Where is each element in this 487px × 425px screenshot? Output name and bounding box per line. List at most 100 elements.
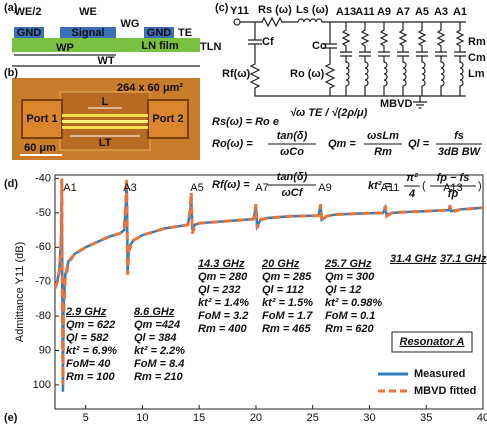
x-tick-label: 10: [136, 412, 148, 424]
dim-label: WP: [56, 42, 74, 54]
legend-label: Measured: [414, 368, 465, 380]
branch-label: A7: [396, 6, 410, 18]
equation: Rs(ω) = Ro e: [212, 116, 279, 128]
circuit-label: MBVD: [380, 98, 412, 110]
annotation-text: Ql = 12: [325, 284, 361, 296]
terminal: [234, 19, 240, 25]
y-axis-title: Admittance Y11 (dB): [14, 242, 26, 342]
branch-label: A11: [355, 6, 375, 18]
equation: tan(δ): [277, 171, 308, 183]
resonance-label: A9: [318, 182, 331, 194]
annotation-text: Ql = 232: [198, 284, 241, 296]
branch-label: A1: [453, 6, 467, 18]
panel-label: (d): [4, 178, 18, 190]
mbvd-branch: [397, 22, 409, 96]
equation: ): [478, 180, 482, 192]
x-tick-label: 20: [250, 412, 262, 424]
annotation-text: FoM = 0.1: [325, 310, 375, 322]
y-tick-label: -60: [35, 241, 51, 253]
static-branch: [323, 22, 337, 96]
annotation-text: FoM = 8.4: [134, 358, 184, 370]
y-tick-label: -40: [35, 172, 51, 184]
box-label: Resonator A: [400, 336, 465, 348]
branch-label: A13: [336, 6, 356, 18]
port-label: Port 1: [26, 113, 57, 125]
annotation-text: FoM= 40: [66, 358, 111, 370]
x-tick-label: 25: [307, 412, 319, 424]
resonance-label: A5: [190, 182, 203, 194]
annotation-text: Rm = 210: [134, 371, 183, 383]
y-tick-label: 90: [39, 344, 51, 356]
mbvd-branch: [416, 22, 428, 96]
annotation-frequency: 2.9 GHz: [65, 306, 107, 318]
annotation-text: Ql = 384: [134, 332, 177, 344]
equation: 3dB BW: [438, 146, 482, 158]
equation: ωCf: [282, 187, 304, 199]
equation: Rf(ω) =: [212, 179, 250, 191]
y-tick-label: -70: [35, 276, 51, 288]
figure: (a) (b) (c) (d) (e) WE/2 WE WG GND Signa…: [0, 0, 487, 425]
circuit-label: Ls (ω): [296, 4, 329, 16]
feed-branch: [248, 22, 466, 96]
y-tick-label: -50: [35, 207, 51, 219]
dim-label: WG: [121, 18, 140, 30]
annotation-text: Rm = 620: [325, 323, 374, 335]
equation: Rm: [374, 146, 392, 158]
annotation-text: Ql = 112: [262, 284, 304, 296]
circuit: [234, 18, 466, 108]
dim-label: WE: [79, 6, 97, 18]
y-tick-label: -80: [35, 310, 51, 322]
circuit-label: Co: [312, 40, 327, 52]
x-tick-label: 40: [477, 412, 487, 424]
annotation-frequency: 31.4 GHz: [390, 253, 437, 265]
mbvd-branch: [359, 22, 371, 96]
legend-label: MBVD fitted: [414, 385, 476, 397]
circuit-label: Y11: [230, 5, 249, 17]
electrode-label: Signal: [71, 27, 104, 39]
resonance-label: A7: [255, 182, 268, 194]
annotation-frequency: 37.1 GHz: [440, 253, 487, 265]
electrode-finger: [62, 120, 148, 123]
dim-label: TE: [178, 27, 192, 39]
circuit-label: Rm: [468, 36, 486, 48]
y-tick-label: 100: [33, 379, 51, 391]
annotation-text: Rm = 465: [262, 323, 311, 335]
branch-label: A3: [434, 6, 448, 18]
annotation-text: Qm =424: [134, 319, 180, 331]
dim-label: LT: [99, 137, 112, 149]
annotation-text: Qm = 280: [198, 271, 248, 283]
mbvd-branch: [378, 22, 390, 96]
annotation-text: Rm = 400: [198, 323, 247, 335]
annotation-text: FoM = 1.7: [262, 310, 313, 322]
resonance-label: A11: [381, 182, 400, 194]
electrode-label: GND: [17, 27, 42, 39]
panel-label: (e): [4, 412, 18, 424]
annotation-text: kt² = 1.4%: [198, 297, 249, 309]
equation: fs: [454, 130, 464, 142]
equation: 4: [408, 188, 415, 200]
equation-exponent: √ω TE / √(2ρ/μ): [290, 107, 368, 119]
annotation-text: Qm = 622: [66, 319, 115, 331]
mbvd-branch: [454, 22, 466, 96]
circuit-label: Cm: [468, 52, 486, 64]
x-tick-label: 35: [420, 412, 432, 424]
circuit-label: Rf(ω): [222, 68, 251, 80]
annotation-frequency: 14.3 GHz: [198, 258, 245, 270]
equation: π²: [406, 172, 418, 184]
x-tick-label: 15: [193, 412, 205, 424]
x-tick-label: 30: [363, 412, 375, 424]
scale-label: 60 μm: [24, 142, 56, 154]
annotation-frequency: 20 GHz: [261, 258, 300, 270]
series-branch: [240, 18, 466, 26]
circuit-label: Cf: [262, 36, 274, 48]
annotation-text: kt² = 2.2%: [134, 345, 185, 357]
annotation-text: FoM = 3.2: [198, 310, 248, 322]
annotation-text: kt² = 0.98%: [325, 297, 382, 309]
resonance-label: A3: [123, 182, 136, 194]
mbvd-branch: [340, 22, 352, 96]
annotation-text: Qm = 300: [325, 271, 375, 283]
equation: (: [422, 180, 426, 192]
equation: Ro(ω) =: [212, 138, 253, 150]
equation: Qm =: [328, 138, 356, 150]
dim-label: WT: [97, 55, 114, 67]
